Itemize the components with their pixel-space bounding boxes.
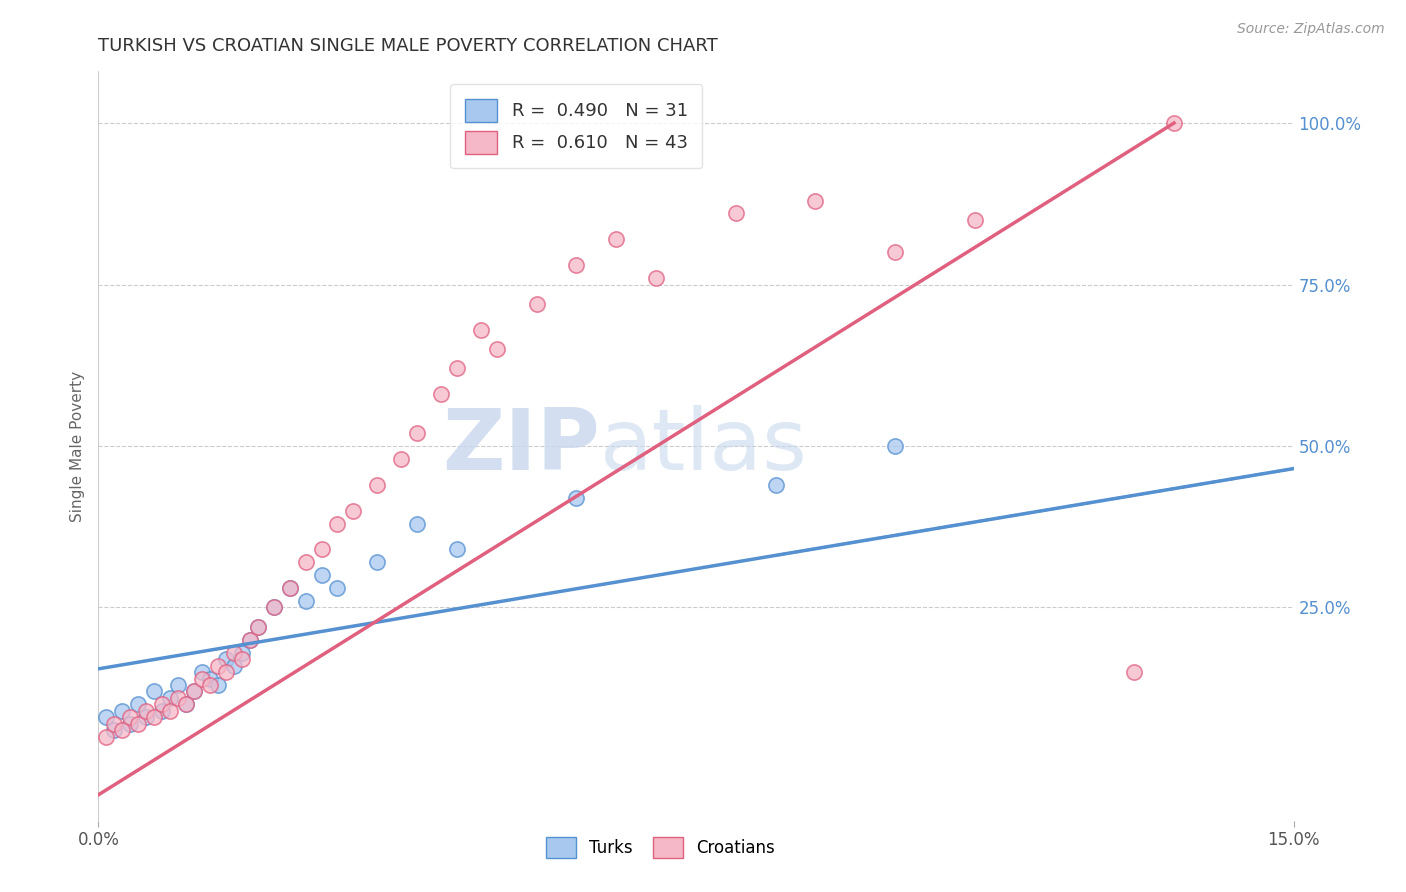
Point bbox=[231, 652, 253, 666]
Point bbox=[127, 716, 149, 731]
Point bbox=[326, 581, 349, 595]
Legend: Turks, Croatians: Turks, Croatians bbox=[538, 830, 782, 864]
Point bbox=[103, 723, 125, 738]
Point bbox=[111, 723, 134, 738]
Text: atlas: atlas bbox=[600, 404, 808, 488]
Y-axis label: Single Male Poverty: Single Male Poverty bbox=[69, 370, 84, 522]
Point bbox=[143, 710, 166, 724]
Point bbox=[120, 710, 142, 724]
Point bbox=[366, 477, 388, 491]
Point bbox=[342, 503, 364, 517]
Point bbox=[222, 646, 245, 660]
Point bbox=[96, 710, 118, 724]
Point bbox=[135, 704, 157, 718]
Text: Source: ZipAtlas.com: Source: ZipAtlas.com bbox=[1237, 22, 1385, 37]
Point bbox=[135, 710, 157, 724]
Point bbox=[215, 665, 238, 679]
Point bbox=[724, 206, 747, 220]
Point bbox=[174, 698, 197, 712]
Point bbox=[565, 491, 588, 505]
Point bbox=[183, 684, 205, 698]
Point bbox=[150, 698, 173, 712]
Point bbox=[526, 297, 548, 311]
Point bbox=[1163, 116, 1185, 130]
Point bbox=[167, 690, 190, 705]
Point bbox=[430, 387, 453, 401]
Point bbox=[215, 652, 238, 666]
Point bbox=[326, 516, 349, 531]
Point bbox=[485, 342, 508, 356]
Point bbox=[884, 245, 907, 260]
Point bbox=[1123, 665, 1146, 679]
Point bbox=[207, 678, 229, 692]
Point bbox=[150, 704, 173, 718]
Point bbox=[645, 271, 668, 285]
Point bbox=[198, 678, 221, 692]
Point bbox=[565, 258, 588, 272]
Point bbox=[311, 568, 333, 582]
Point bbox=[278, 581, 301, 595]
Point bbox=[446, 542, 468, 557]
Point bbox=[183, 684, 205, 698]
Point bbox=[222, 658, 245, 673]
Point bbox=[406, 516, 429, 531]
Point bbox=[191, 665, 214, 679]
Point bbox=[246, 620, 269, 634]
Point bbox=[167, 678, 190, 692]
Point bbox=[294, 555, 316, 569]
Point bbox=[239, 632, 262, 647]
Point bbox=[143, 684, 166, 698]
Point bbox=[366, 555, 388, 569]
Point bbox=[174, 698, 197, 712]
Point bbox=[406, 426, 429, 441]
Point bbox=[884, 439, 907, 453]
Text: TURKISH VS CROATIAN SINGLE MALE POVERTY CORRELATION CHART: TURKISH VS CROATIAN SINGLE MALE POVERTY … bbox=[98, 37, 718, 54]
Point bbox=[294, 594, 316, 608]
Point bbox=[159, 704, 181, 718]
Point bbox=[446, 361, 468, 376]
Point bbox=[127, 698, 149, 712]
Point bbox=[765, 477, 787, 491]
Point bbox=[198, 672, 221, 686]
Point bbox=[389, 451, 412, 466]
Point bbox=[239, 632, 262, 647]
Point bbox=[207, 658, 229, 673]
Point bbox=[804, 194, 827, 208]
Point bbox=[231, 646, 253, 660]
Point bbox=[963, 213, 986, 227]
Point bbox=[191, 672, 214, 686]
Point bbox=[246, 620, 269, 634]
Point bbox=[103, 716, 125, 731]
Point bbox=[470, 323, 492, 337]
Point bbox=[263, 600, 285, 615]
Point bbox=[159, 690, 181, 705]
Point bbox=[311, 542, 333, 557]
Point bbox=[96, 730, 118, 744]
Text: ZIP: ZIP bbox=[443, 404, 600, 488]
Point bbox=[605, 232, 627, 246]
Point bbox=[120, 716, 142, 731]
Point bbox=[278, 581, 301, 595]
Point bbox=[111, 704, 134, 718]
Point bbox=[263, 600, 285, 615]
